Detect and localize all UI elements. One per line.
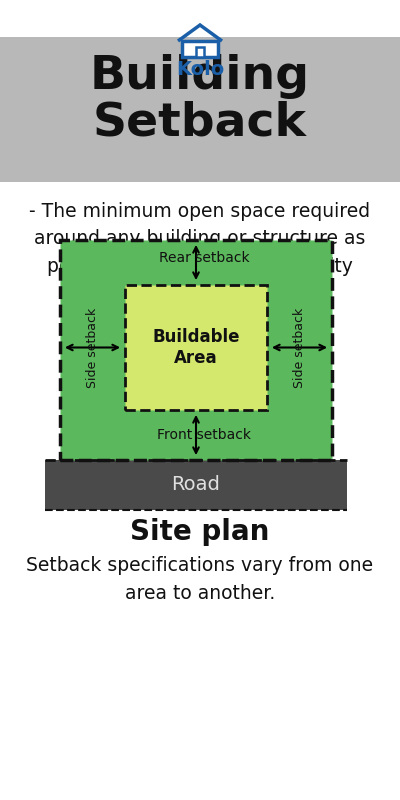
Text: Side setback: Side setback [86, 307, 99, 388]
Text: Setback specifications vary from one
area to another.: Setback specifications vary from one are… [26, 556, 374, 603]
Text: Buildable
Area: Buildable Area [152, 328, 240, 367]
Bar [0, 37, 400, 182]
Text: Rear setback: Rear setback [159, 251, 249, 266]
Text: - The minimum open space required
around any building or structure as
per state : - The minimum open space required around… [30, 202, 370, 275]
Bar [45, 460, 347, 510]
Text: Kolo: Kolo [176, 60, 224, 79]
Bar [60, 240, 332, 460]
Bar [125, 285, 267, 410]
Bar [182, 41, 218, 57]
Text: Side setback: Side setback [293, 307, 306, 388]
Bar [196, 47, 204, 57]
Text: Site plan: Site plan [130, 518, 270, 546]
Text: Road: Road [172, 475, 220, 494]
Text: Front setback: Front setback [157, 428, 251, 442]
Text: Building
Setback: Building Setback [90, 54, 310, 146]
